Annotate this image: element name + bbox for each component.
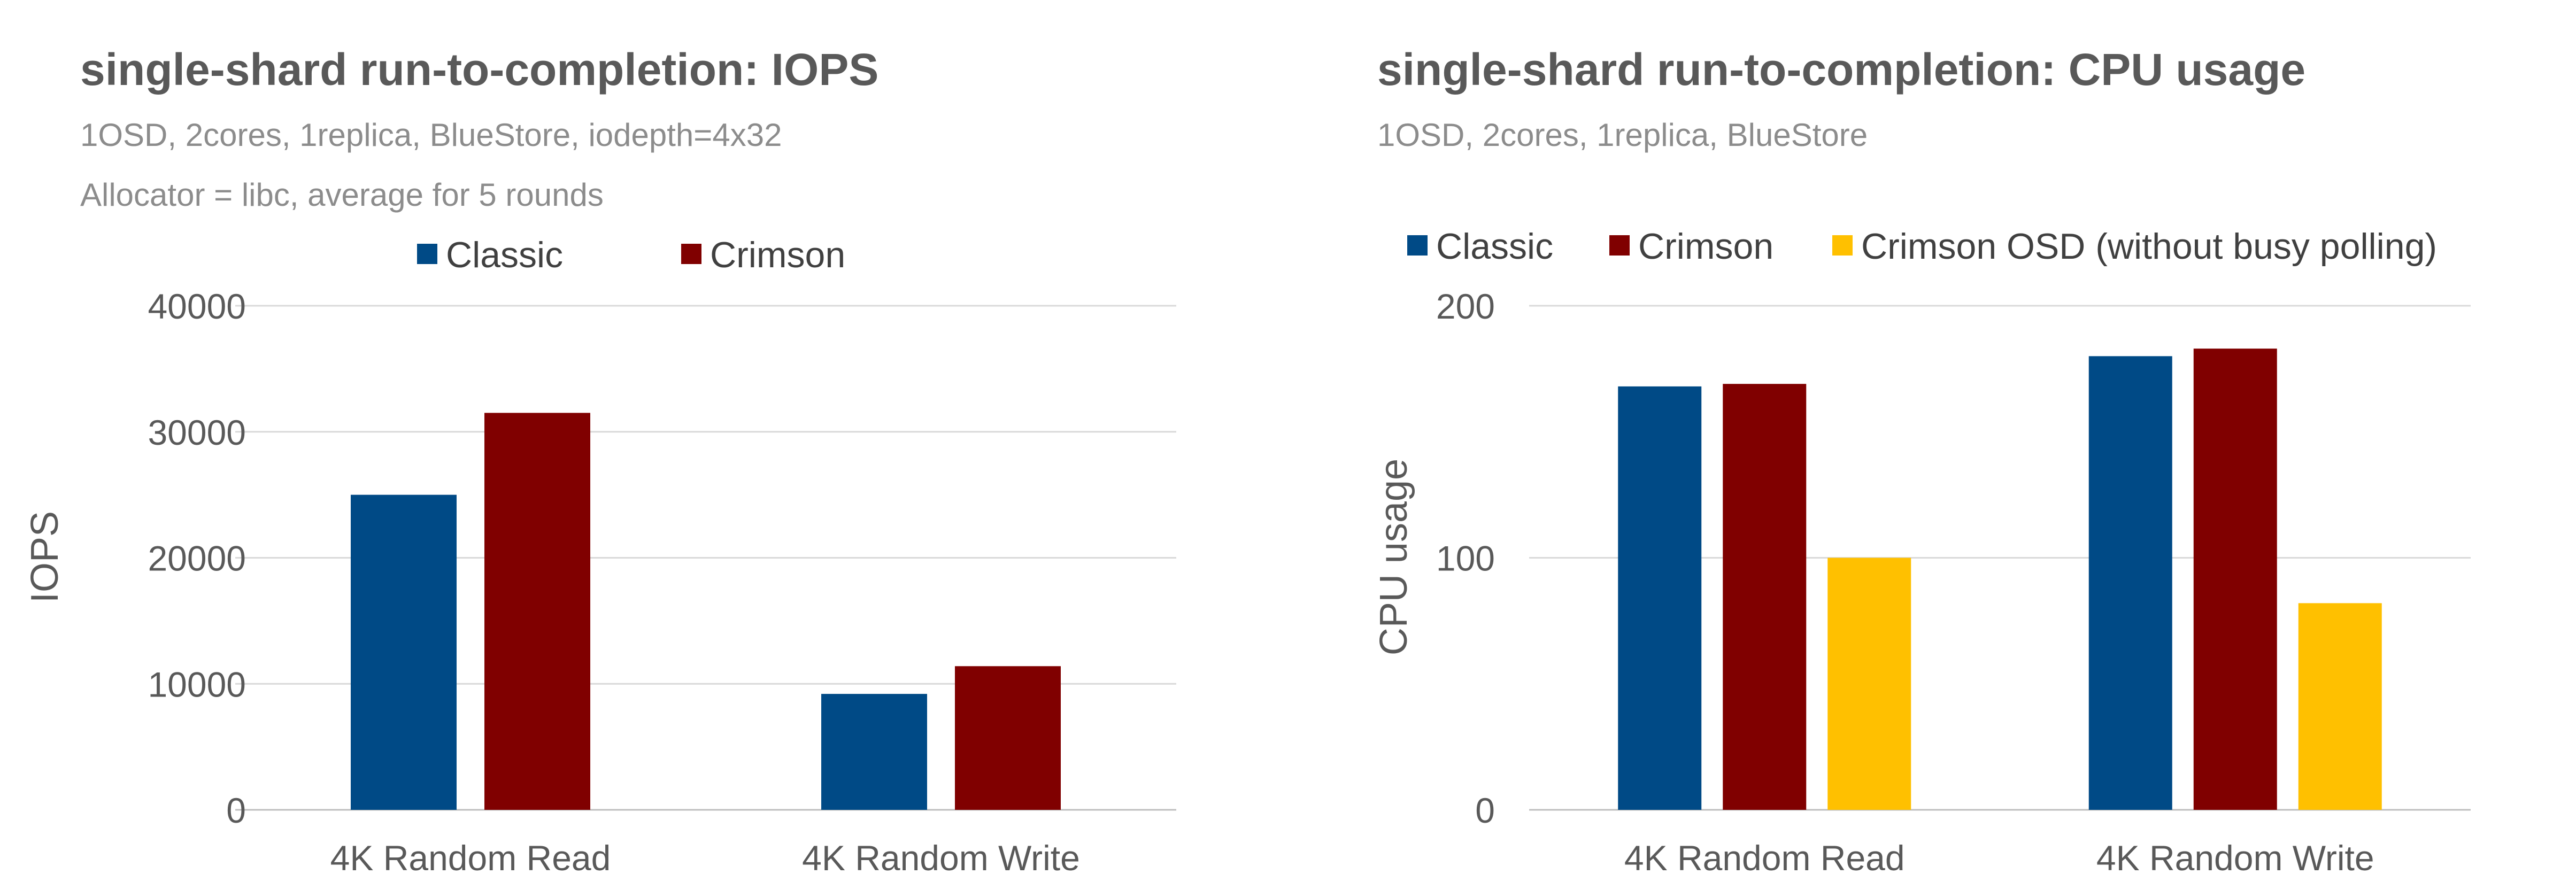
legend-label: Classic xyxy=(1436,226,1553,267)
chart-title: single-shard run-to-completion: CPU usag… xyxy=(1377,44,2306,95)
x-tick-label: 4K Random Write xyxy=(802,838,1080,878)
chart-subtitle-2: Allocator = libc, average for 5 rounds xyxy=(80,177,604,213)
bar-crimson xyxy=(1723,384,1807,810)
chart-title: single-shard run-to-completion: IOPS xyxy=(80,44,879,95)
bar-crimson-osd-without-busy-polling xyxy=(2298,603,2382,810)
legend-label: Crimson xyxy=(1638,226,1773,267)
bar-classic xyxy=(1618,386,1702,810)
legend-swatch xyxy=(417,244,437,264)
legend-label: Crimson OSD (without busy polling) xyxy=(1861,226,2437,267)
bar-crimson xyxy=(484,413,590,810)
y-axis-label: CPU usage xyxy=(1372,459,1415,655)
iops-chart: 0 10000 20000 30000 40000 IOPS 4K Random Read 4… xyxy=(24,235,1176,878)
legend-swatch xyxy=(1609,235,1630,256)
legend-swatch xyxy=(1832,235,1853,256)
y-tick-label: 30000 xyxy=(148,413,246,452)
legend-label: Classic xyxy=(446,235,563,275)
x-tick-label: 4K Random Write xyxy=(2096,838,2374,878)
y-tick-label: 10000 xyxy=(148,664,246,704)
bar-classic xyxy=(821,694,927,810)
y-tick-label: 40000 xyxy=(148,287,246,326)
iops-chart-panel: single-shard run-to-completion: IOPS 1OS… xyxy=(24,44,1176,878)
x-tick-label: 4K Random Read xyxy=(1624,838,1905,878)
bar-classic xyxy=(351,494,457,810)
y-tick-label: 0 xyxy=(226,791,246,830)
legend-swatch xyxy=(681,244,701,264)
bar-crimson-osd-without-busy-polling xyxy=(1827,558,1911,810)
y-tick-label: 200 xyxy=(1436,287,1495,326)
cpu-usage-chart: 0 100 200 CPU usage 4K Random Read 4K Random … xyxy=(1372,226,2471,878)
y-tick-label: 20000 xyxy=(148,539,246,578)
bar-crimson xyxy=(2193,349,2277,810)
x-tick-label: 4K Random Read xyxy=(330,838,611,878)
chart-subtitle-1: 1OSD, 2cores, 1replica, BlueStore, iodep… xyxy=(80,117,782,153)
y-tick-label: 0 xyxy=(1475,791,1495,830)
bar-crimson xyxy=(955,666,1061,810)
legend-label: Crimson xyxy=(710,235,845,275)
legend-swatch xyxy=(1407,235,1428,256)
y-tick-label: 100 xyxy=(1436,539,1495,578)
bar-classic xyxy=(2088,356,2172,810)
cpu-usage-chart-panel: single-shard run-to-completion: CPU usag… xyxy=(1288,0,2576,882)
y-axis-label: IOPS xyxy=(24,511,66,603)
chart-subtitle-1: 1OSD, 2cores, 1replica, BlueStore xyxy=(1377,117,1868,153)
